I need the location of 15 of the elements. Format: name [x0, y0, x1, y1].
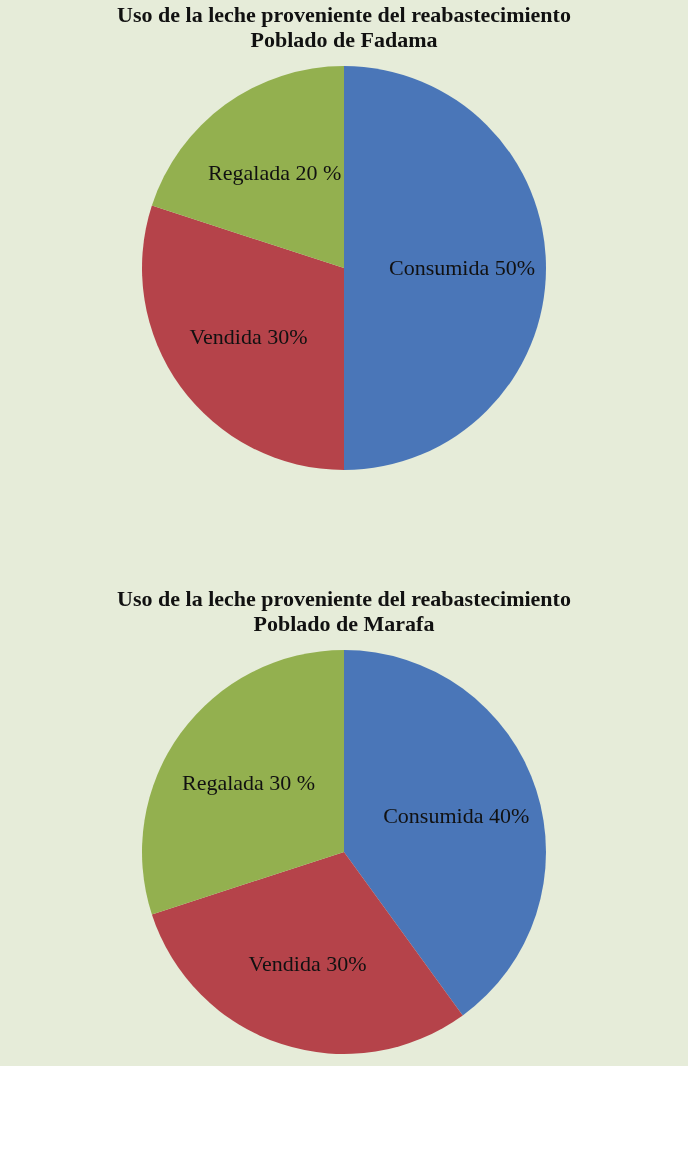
chart-title: Uso de la leche proveniente del reabastecimiento	[117, 2, 571, 27]
chart-title: Uso de la leche proveniente del reabastecimiento	[117, 586, 571, 611]
pie-slice	[142, 205, 344, 470]
slice-label: Regalada 30 %	[181, 769, 316, 795]
slice-label: Consumida 50%	[388, 255, 536, 280]
pie-slice	[151, 852, 463, 1054]
slice-label: Vendida 30%	[189, 324, 308, 350]
slice-label: Regalada 20 %	[208, 159, 342, 185]
chart-subtitle: Poblado de Fadama	[250, 27, 438, 52]
pie-slice	[344, 66, 546, 470]
pie-slice	[151, 66, 344, 268]
slice-label: Consumida 40%	[383, 802, 530, 828]
pie-slice	[142, 650, 344, 915]
slice-label: Vendida 30%	[248, 951, 367, 977]
chart-subtitle: Poblado de Marafa	[253, 611, 435, 636]
